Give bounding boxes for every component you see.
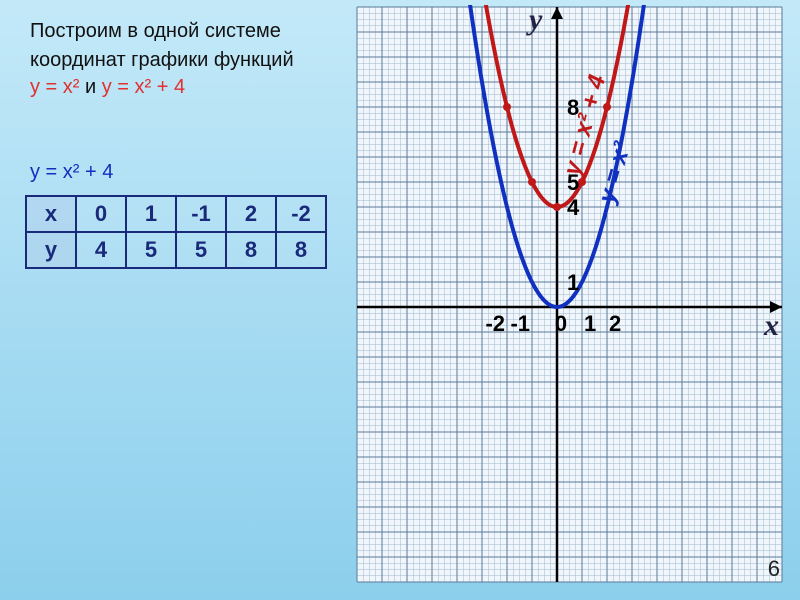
slide-number: 6	[768, 556, 780, 582]
y-tick-label: 1	[567, 270, 579, 295]
table-x-cell: 2	[226, 196, 276, 232]
intro-conj: и	[79, 76, 101, 98]
x-tick-label: 1	[584, 311, 596, 336]
eq-red-1: y = x²	[30, 76, 79, 98]
table-x-cell: -1	[176, 196, 226, 232]
table-y-cell: 4	[76, 232, 126, 268]
y-tick-label: 5	[567, 170, 579, 195]
table-x-cell: 1	[126, 196, 176, 232]
x-tick-label: -1	[510, 311, 530, 336]
intro-line-1: Построим в одной системе	[30, 20, 340, 43]
x-tick-label: 2	[609, 311, 621, 336]
eq-red-2: y = x² + 4	[102, 76, 185, 98]
table-x-cell: 0	[76, 196, 126, 232]
coordinate-grid: y = x²y = x² + 4-2-10121458xy	[350, 5, 790, 585]
x-tick-label: 0	[555, 311, 567, 336]
intro-equations: y = x² и y = x² + 4	[30, 76, 340, 99]
table-x-cell: -2	[276, 196, 326, 232]
table-y-cell: 5	[126, 232, 176, 268]
table-y-cell: 8	[226, 232, 276, 268]
value-table: x 01-12-2 y 45588	[25, 195, 327, 269]
y-tick-label: 8	[567, 95, 579, 120]
intro-line-2: координат графики функций	[30, 49, 340, 72]
table-y-cell: 5	[176, 232, 226, 268]
x-axis-label: x	[763, 309, 779, 342]
y-axis-label: y	[526, 5, 543, 36]
x-tick-label: -2	[485, 311, 505, 336]
table-title: y = x² + 4	[30, 161, 113, 184]
y-tick-label: 4	[567, 195, 580, 220]
row-y-header: y	[26, 232, 76, 268]
intro-text: Построим в одной системе координат графи…	[30, 20, 340, 99]
row-x-header: x	[26, 196, 76, 232]
table-y-cell: 8	[276, 232, 326, 268]
